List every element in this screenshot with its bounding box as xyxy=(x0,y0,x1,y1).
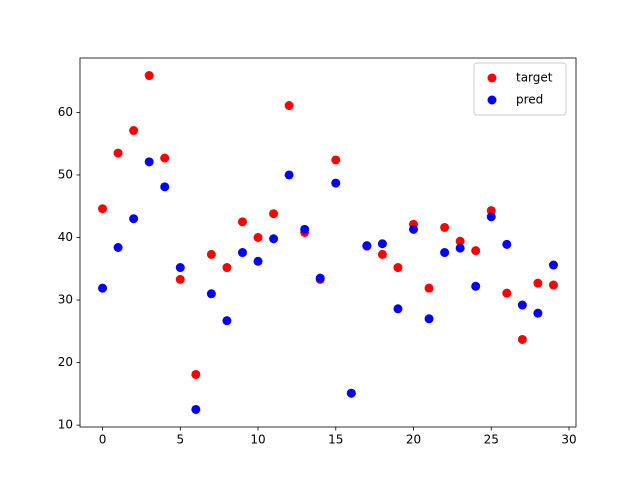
point xyxy=(144,71,154,81)
point xyxy=(424,314,434,324)
point xyxy=(533,308,543,318)
x-tick-label: 10 xyxy=(250,433,265,447)
point xyxy=(191,404,201,414)
y-tick-label: 30 xyxy=(58,293,73,307)
y-tick-label: 20 xyxy=(58,355,73,369)
point xyxy=(206,249,216,259)
point xyxy=(300,224,310,234)
point xyxy=(502,239,512,249)
point xyxy=(175,274,185,284)
legend-marker xyxy=(487,73,497,83)
point xyxy=(269,209,279,219)
legend-marker xyxy=(487,95,497,105)
point xyxy=(517,334,527,344)
point xyxy=(144,157,154,167)
point xyxy=(377,239,387,249)
point xyxy=(98,283,108,293)
point xyxy=(377,249,387,259)
point xyxy=(471,281,481,291)
point xyxy=(206,289,216,299)
x-tick-label: 25 xyxy=(484,433,499,447)
point xyxy=(393,304,403,314)
point xyxy=(253,232,263,242)
point xyxy=(129,126,139,136)
point xyxy=(471,246,481,256)
point xyxy=(315,273,325,283)
point xyxy=(440,222,450,232)
point xyxy=(455,243,465,253)
x-tick-label: 30 xyxy=(561,433,576,447)
point xyxy=(113,148,123,158)
point xyxy=(331,155,341,165)
point xyxy=(113,243,123,253)
point xyxy=(517,300,527,310)
x-tick-label: 20 xyxy=(406,433,421,447)
plot-frame xyxy=(79,57,577,428)
x-tick-label: 5 xyxy=(176,433,184,447)
point xyxy=(424,283,434,293)
y-tick-label: 60 xyxy=(58,105,73,119)
point xyxy=(98,204,108,214)
point xyxy=(222,263,232,273)
point xyxy=(129,214,139,224)
point xyxy=(269,234,279,244)
point xyxy=(455,236,465,246)
point xyxy=(548,280,558,290)
point xyxy=(393,263,403,273)
point xyxy=(486,212,496,222)
point xyxy=(346,388,356,398)
point xyxy=(502,288,512,298)
point xyxy=(331,178,341,188)
legend-label: pred xyxy=(516,93,543,107)
legend-box xyxy=(473,62,567,116)
point xyxy=(253,256,263,266)
point xyxy=(160,182,170,192)
point xyxy=(284,101,294,111)
x-tick-label: 0 xyxy=(99,433,107,447)
point xyxy=(237,248,247,258)
point xyxy=(486,206,496,216)
point xyxy=(284,170,294,180)
point xyxy=(440,248,450,258)
y-tick-label: 10 xyxy=(58,418,73,432)
x-tick-label: 15 xyxy=(328,433,343,447)
point xyxy=(237,217,247,227)
point xyxy=(548,260,558,270)
point xyxy=(175,263,185,273)
legend-label: target xyxy=(516,71,553,85)
y-tick-label: 40 xyxy=(58,230,73,244)
y-tick-label: 50 xyxy=(58,167,73,181)
point xyxy=(160,153,170,163)
point xyxy=(533,278,543,288)
point xyxy=(409,224,419,234)
point xyxy=(222,316,232,326)
point xyxy=(191,369,201,379)
point xyxy=(362,241,372,251)
